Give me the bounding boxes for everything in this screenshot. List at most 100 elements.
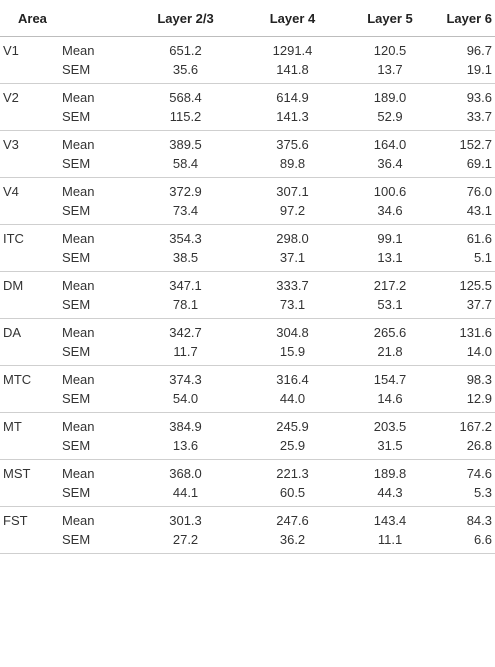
layer-2-3-mean-value: 384.9 (169, 419, 202, 434)
layer-5-sem-value: 13.7 (344, 60, 437, 84)
layer-2-3-mean-value: 342.7 (169, 325, 202, 340)
area-cell (0, 295, 62, 319)
area-cell: MT (3, 419, 22, 434)
table-row-sem: SEM 13.6 25.9 31.5 26.8 (0, 436, 495, 460)
layer-4-mean-value: 333.7 (276, 278, 309, 293)
layer-6-sem-value: 12.9 (436, 389, 495, 413)
area-header: Area (0, 0, 131, 37)
layer-6-mean-value: 93.6 (466, 90, 493, 105)
layer-5-sem-value: 52.9 (344, 107, 437, 131)
layer-5-mean-value: 265.6 (373, 325, 407, 340)
layer-6-mean-value: 152.7 (459, 137, 493, 152)
layer-4-mean-value: 307.1 (276, 184, 309, 199)
stat-label: SEM (62, 389, 131, 413)
layer-2-3-sem-value: 58.4 (130, 154, 242, 178)
layer-5-sem-value: 34.6 (344, 201, 437, 225)
layer-2-3-mean-value: 389.5 (169, 137, 202, 152)
table-row-mean: V4 Mean 372.9 307.1 100.6 76.0 (0, 178, 495, 202)
layer-4-sem-value: 97.2 (241, 201, 345, 225)
stat-label: Mean (62, 278, 95, 293)
layer-5-sem-value: 44.3 (344, 483, 437, 507)
area-cell: DA (3, 325, 22, 340)
stat-label: Mean (62, 137, 95, 152)
area-cell (0, 436, 62, 460)
stat-label: Mean (62, 513, 95, 528)
layer-5-mean-value: 217.2 (373, 278, 407, 293)
stat-label: SEM (62, 201, 131, 225)
layer-6-sem-value: 43.1 (436, 201, 495, 225)
stat-label: Mean (62, 90, 95, 105)
table-row-sem: SEM 73.4 97.2 34.6 43.1 (0, 201, 495, 225)
layer-2-3-sem-value: 13.6 (130, 436, 242, 460)
area-cell (0, 342, 62, 366)
layer-6-mean-value: 61.6 (466, 231, 493, 246)
layer-4-mean-value: 298.0 (276, 231, 309, 246)
layer-5-sem-value: 13.1 (344, 248, 437, 272)
layer-4-sem-value: 73.1 (241, 295, 345, 319)
layer-2-3-header: Layer 2/3 (130, 0, 242, 37)
table-row-sem: SEM 58.4 89.8 36.4 69.1 (0, 154, 495, 178)
layer-4-mean-value: 316.4 (276, 372, 309, 387)
stat-label: SEM (62, 483, 131, 507)
layer-4-sem-value: 15.9 (241, 342, 345, 366)
area-cell: V1 (3, 43, 19, 58)
layer-5-mean-value: 120.5 (373, 43, 407, 58)
layer-5-mean-value: 189.8 (373, 466, 407, 481)
layer-6-sem-value: 37.7 (436, 295, 495, 319)
table-row-sem: SEM 54.0 44.0 14.6 12.9 (0, 389, 495, 413)
area-cell: FST (3, 513, 28, 528)
layer-5-header: Layer 5 (344, 0, 437, 37)
layer-4-sem-value: 44.0 (241, 389, 345, 413)
layer-5-sem-value: 31.5 (344, 436, 437, 460)
layer-4-sem-value: 36.2 (241, 530, 345, 554)
area-cell (0, 389, 62, 413)
stat-label: SEM (62, 60, 131, 84)
area-cell (0, 154, 62, 178)
layer-5-sem-value: 14.6 (344, 389, 437, 413)
area-cell (0, 248, 62, 272)
table-row-sem: SEM 78.1 73.1 53.1 37.7 (0, 295, 495, 319)
stat-label: SEM (62, 248, 131, 272)
table-row-mean: DM Mean 347.1 333.7 217.2 125.5 (0, 272, 495, 296)
stat-label: SEM (62, 107, 131, 131)
layer-4-mean-value: 304.8 (276, 325, 309, 340)
layer-6-mean-value: 76.0 (466, 184, 493, 199)
layer-4-header: Layer 4 (241, 0, 345, 37)
table-row-sem: SEM 115.2 141.3 52.9 33.7 (0, 107, 495, 131)
stat-label: SEM (62, 436, 131, 460)
area-cell: DM (3, 278, 24, 293)
stat-label: SEM (62, 154, 131, 178)
layer-6-mean-value: 167.2 (459, 419, 493, 434)
layer-2-3-mean-value: 374.3 (169, 372, 202, 387)
layer-6-sem-value: 69.1 (436, 154, 495, 178)
layer-6-sem-value: 19.1 (436, 60, 495, 84)
layer-2-3-mean-value: 301.3 (169, 513, 202, 528)
layer-5-mean-value: 99.1 (377, 231, 403, 246)
layer-2-3-sem-value: 11.7 (130, 342, 242, 366)
layer-2-3-mean-value: 368.0 (169, 466, 202, 481)
stat-label: SEM (62, 342, 131, 366)
layer-5-mean-value: 164.0 (373, 137, 407, 152)
layer-4-sem-value: 89.8 (241, 154, 345, 178)
layer-6-mean-value: 98.3 (466, 372, 493, 387)
layer-5-sem-value: 11.1 (344, 530, 437, 554)
layer-2-3-sem-value: 27.2 (130, 530, 242, 554)
table-row-sem: SEM 35.6 141.8 13.7 19.1 (0, 60, 495, 84)
table-row-mean: MTC Mean 374.3 316.4 154.7 98.3 (0, 366, 495, 390)
layer-6-header: Layer 6 (436, 0, 495, 37)
layer-4-sem-value: 37.1 (241, 248, 345, 272)
layer-6-sem-value: 6.6 (436, 530, 495, 554)
layer-6-sem-value: 14.0 (436, 342, 495, 366)
table-row-sem: SEM 44.1 60.5 44.3 5.3 (0, 483, 495, 507)
layer-5-mean-value: 189.0 (373, 90, 407, 105)
layer-2-3-sem-value: 44.1 (130, 483, 242, 507)
stat-label: Mean (62, 231, 95, 246)
layer-2-3-sem-value: 115.2 (130, 107, 242, 131)
layer-6-mean-value: 125.5 (459, 278, 493, 293)
layer-5-sem-value: 36.4 (344, 154, 437, 178)
header-row: Area Layer 2/3 Layer 4 Layer 5 Layer 6 (0, 0, 495, 37)
layer-4-sem-value: 60.5 (241, 483, 345, 507)
layer-5-mean-value: 203.5 (373, 419, 407, 434)
layer-6-sem-value: 26.8 (436, 436, 495, 460)
area-cell: V3 (3, 137, 19, 152)
